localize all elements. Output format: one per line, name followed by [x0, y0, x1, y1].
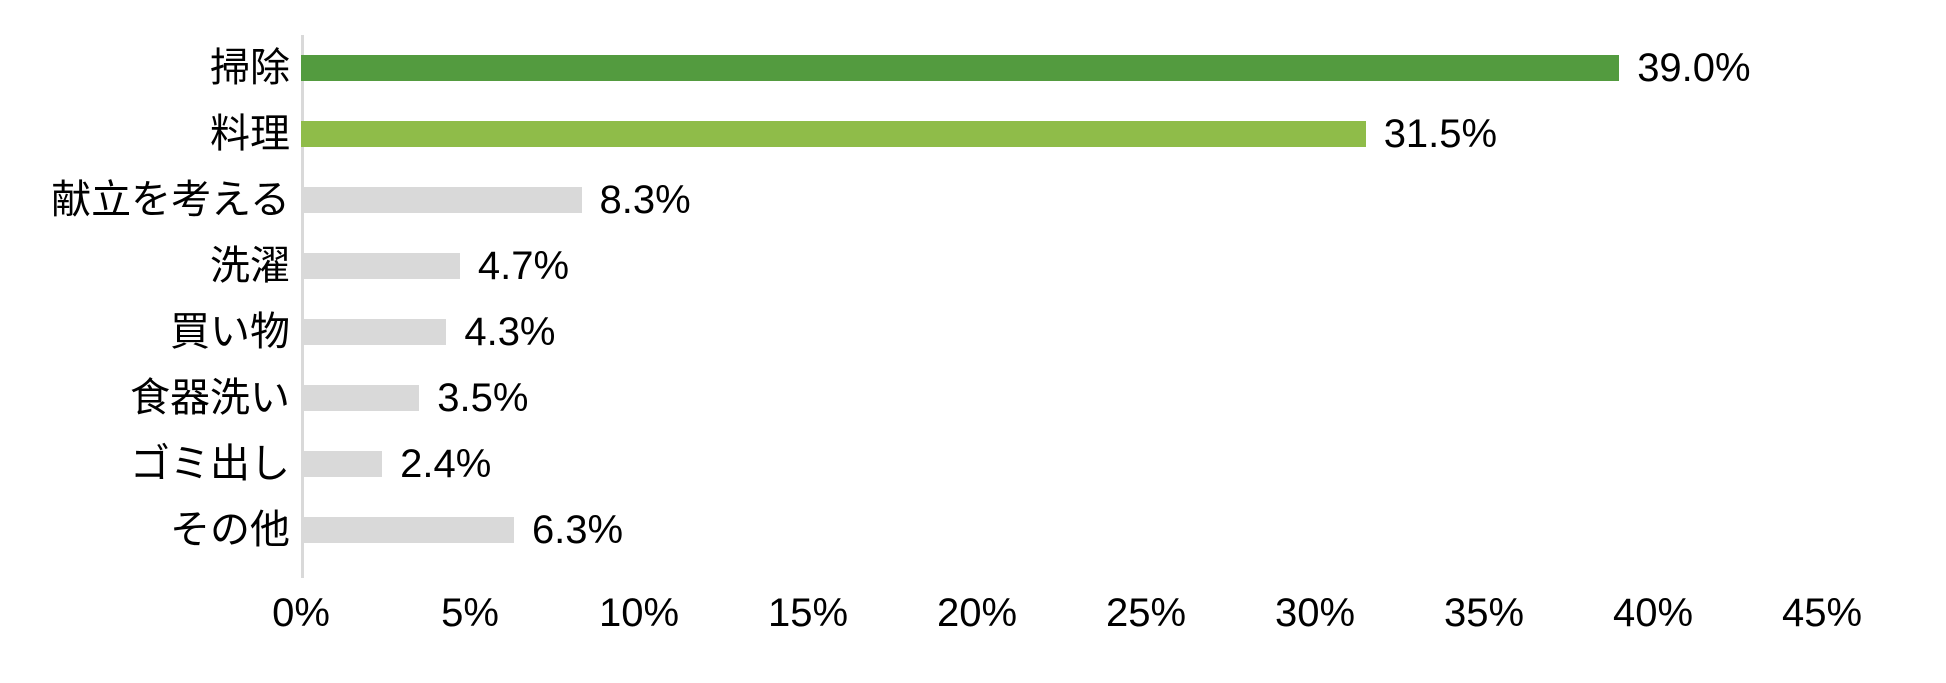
chart-row: 料理 31.5% [0, 101, 1946, 167]
bar-track: 6.3% [301, 497, 1822, 563]
value-label: 2.4% [400, 442, 492, 486]
value-label: 4.7% [477, 244, 570, 288]
chart-row: 掃除 39.0% [0, 35, 1946, 101]
bar [301, 55, 1620, 81]
category-label: 献立を考える [51, 178, 290, 222]
bar [301, 187, 582, 213]
bar [301, 517, 514, 543]
bar-track: 4.3% [301, 299, 1822, 365]
x-tick-label: 30% [1274, 591, 1356, 635]
chart-row: 献立を考える 8.3% [0, 167, 1946, 233]
value-label: 4.3% [464, 310, 556, 354]
chart-row: ゴミ出し 2.4% [0, 431, 1946, 497]
x-tick-label: 10% [598, 591, 680, 635]
x-tick-label: 0% [272, 591, 330, 635]
value-label: 3.5% [437, 376, 529, 420]
chart-row: 洗濯 4.7% [0, 233, 1946, 299]
bar [301, 385, 420, 411]
x-tick-label: 5% [441, 591, 499, 635]
category-label: 掃除 [210, 46, 290, 90]
category-label: 洗濯 [210, 244, 290, 288]
x-tick-label: 40% [1612, 591, 1694, 635]
chart-row: 買い物 4.3% [0, 299, 1946, 365]
x-tick-label: 20% [936, 591, 1018, 635]
bar-track: 3.5% [301, 365, 1822, 431]
category-label: ゴミ出し [130, 442, 290, 486]
bar-track: 2.4% [301, 431, 1822, 497]
category-label: その他 [170, 508, 290, 552]
x-tick-label: 15% [767, 591, 849, 635]
x-tick-label: 45% [1781, 591, 1863, 635]
bar [301, 319, 447, 345]
value-label: 8.3% [599, 178, 691, 222]
x-tick-label: 25% [1105, 591, 1187, 635]
category-label: 買い物 [170, 310, 290, 354]
bar-track: 8.3% [301, 167, 1822, 233]
bar-track: 39.0% [301, 35, 1822, 101]
y-axis-line [301, 35, 304, 578]
value-label: 6.3% [531, 508, 624, 552]
x-tick-label: 35% [1443, 591, 1525, 635]
housework-bar-chart: 掃除 39.0% 料理 31.5% 献立を考える 8.3% 洗濯 4.7% 買い… [0, 35, 1946, 635]
bar-track: 31.5% [301, 101, 1822, 167]
chart-row: 食器洗い 3.5% [0, 365, 1946, 431]
bar-track: 4.7% [301, 233, 1822, 299]
bar [301, 121, 1366, 147]
x-axis: 0% 5% 10% 15% 20% 25% 30% 35% 40% 45% [272, 583, 1862, 643]
bar [301, 253, 460, 279]
value-label: 31.5% [1383, 112, 1498, 156]
bar [301, 451, 383, 477]
value-label: 39.0% [1637, 46, 1751, 90]
chart-row: その他 6.3% [0, 497, 1946, 563]
category-label: 食器洗い [130, 376, 290, 420]
category-label: 料理 [210, 112, 290, 156]
bar-rows: 掃除 39.0% 料理 31.5% 献立を考える 8.3% 洗濯 4.7% 買い… [0, 35, 1946, 563]
